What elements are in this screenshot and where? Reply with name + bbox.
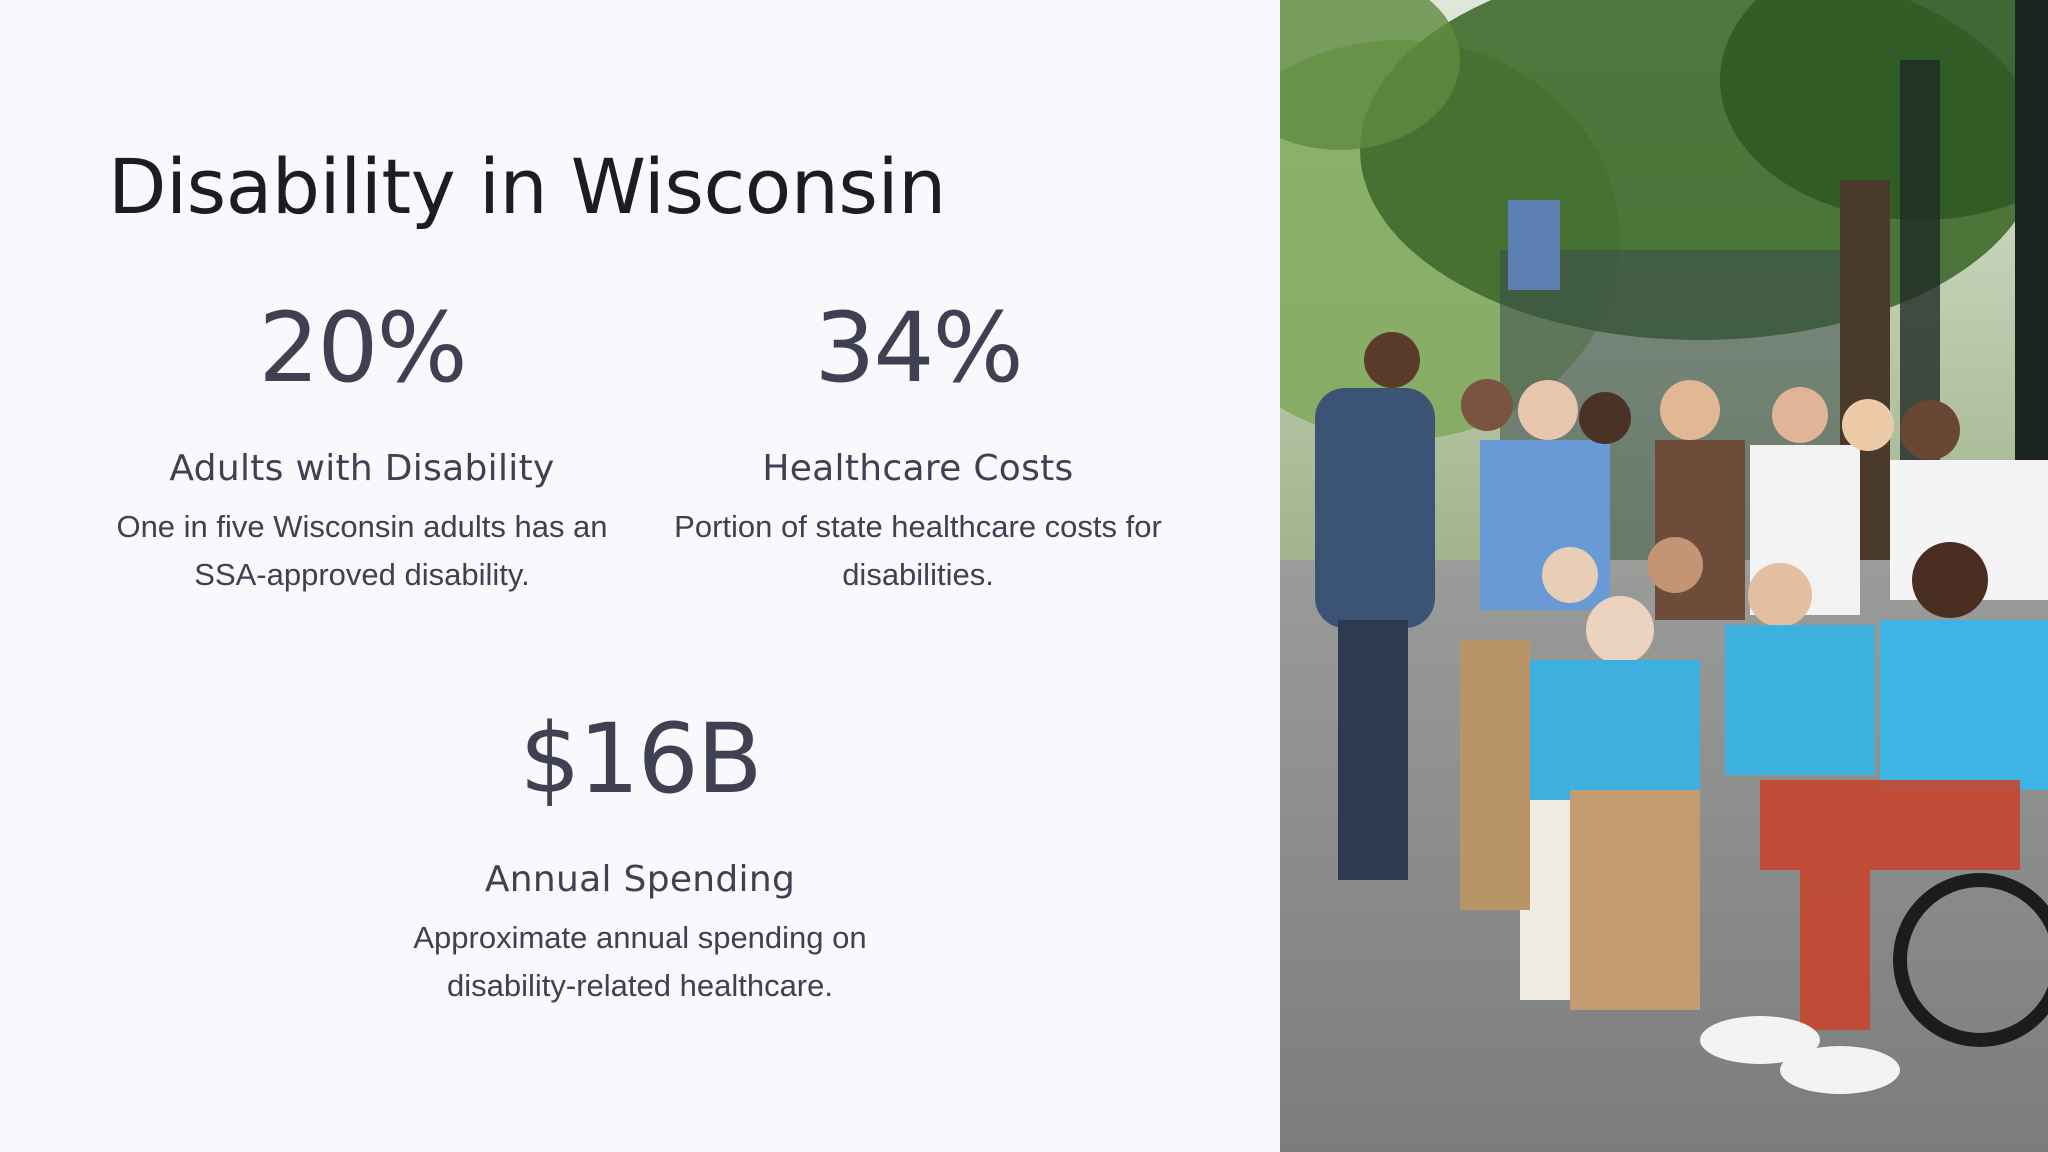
stat-adults-with-disability: 20% Adults with Disability One in five W… xyxy=(110,300,614,599)
stat-label: Annual Spending xyxy=(484,859,796,900)
stat-label: Adults with Disability xyxy=(169,448,555,489)
content-panel: Disability in Wisconsin 20% Adults with … xyxy=(108,142,1170,1010)
stat-description: Approximate annual spending on disabilit… xyxy=(413,920,867,1003)
stat-value: 34% xyxy=(814,292,1023,404)
stat-value: $16B xyxy=(519,703,762,815)
community-group-photo xyxy=(1280,0,2048,1152)
stat-healthcare-costs: 34% Healthcare Costs Portion of state he… xyxy=(666,300,1170,599)
stat-value: 20% xyxy=(258,292,467,404)
stat-annual-spending: $16B Annual Spending Approximate annual … xyxy=(375,711,905,1010)
stat-description: One in five Wisconsin adults has an SSA-… xyxy=(116,509,608,592)
stat-label: Healthcare Costs xyxy=(762,448,1074,489)
slide-title: Disability in Wisconsin xyxy=(108,142,946,231)
stat-description: Portion of state healthcare costs for di… xyxy=(674,509,1162,592)
